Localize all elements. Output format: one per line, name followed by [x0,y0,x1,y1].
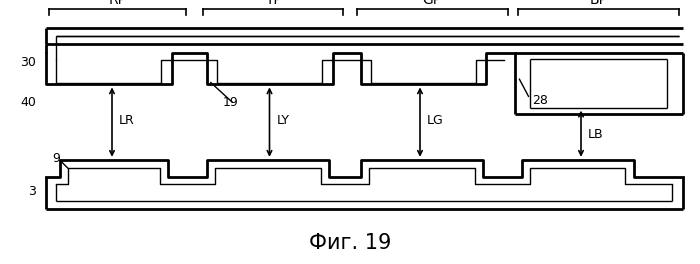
Text: RP: RP [108,0,126,7]
Text: Фиг. 19: Фиг. 19 [309,233,391,253]
Text: 30: 30 [20,55,36,69]
Text: YP: YP [265,0,281,7]
Text: 9: 9 [52,152,60,165]
Text: LB: LB [588,128,603,141]
Text: 19: 19 [223,96,239,110]
Text: 28: 28 [532,94,548,107]
Text: GP: GP [423,0,442,7]
Text: 3: 3 [29,185,36,198]
Text: LY: LY [276,114,290,127]
Text: 40: 40 [20,96,36,110]
Text: BP: BP [589,0,608,7]
Text: LR: LR [119,114,134,127]
Text: LG: LG [427,114,444,127]
